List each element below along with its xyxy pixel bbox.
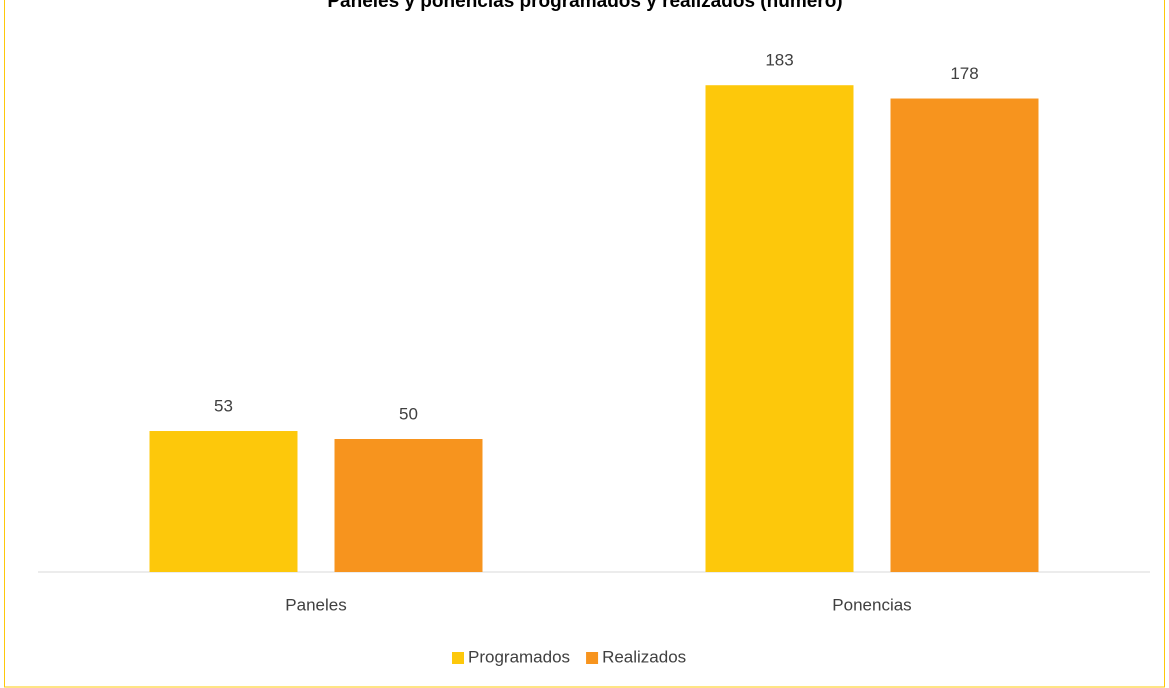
legend-label: Realizados bbox=[602, 647, 686, 666]
legend-swatch bbox=[452, 652, 464, 664]
bar bbox=[890, 98, 1039, 573]
x-tick-label: Ponencias bbox=[832, 595, 911, 614]
chart-title: Paneles y ponencias programados y realiz… bbox=[327, 0, 842, 12]
x-tick-label: Paneles bbox=[285, 595, 346, 614]
data-label: 178 bbox=[950, 64, 978, 83]
data-label: 183 bbox=[765, 51, 793, 70]
bar bbox=[149, 431, 298, 572]
bar bbox=[705, 85, 854, 572]
legend-label: Programados bbox=[468, 647, 570, 666]
legend-swatch bbox=[586, 652, 599, 664]
data-label: 50 bbox=[399, 404, 418, 423]
data-label: 53 bbox=[214, 397, 233, 416]
bar bbox=[334, 439, 483, 572]
